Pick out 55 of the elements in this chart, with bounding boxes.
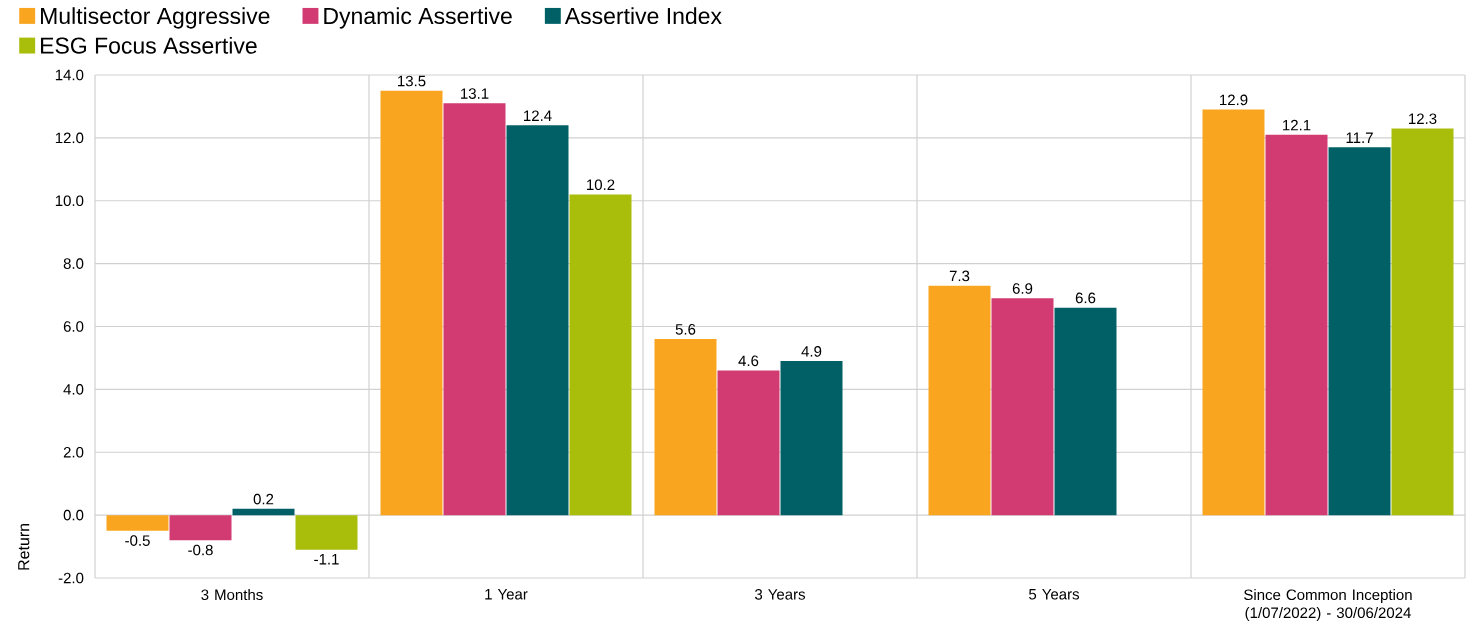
- bar: [654, 339, 717, 516]
- bar: [717, 370, 780, 516]
- data-label: 7.3: [949, 270, 970, 282]
- y-tick-label: 2.0: [63, 446, 84, 458]
- bar: [780, 361, 843, 516]
- bar: [232, 508, 295, 516]
- data-label: -0.8: [188, 544, 213, 556]
- data-label: 4.9: [801, 346, 822, 357]
- bar: [928, 285, 991, 516]
- bar: [169, 515, 232, 541]
- y-tick-label: 6.0: [63, 321, 84, 332]
- y-tick-label: -2.0: [58, 572, 84, 584]
- y-tick-label: 8.0: [63, 258, 84, 269]
- legend-label: Multisector Aggressive: [41, 7, 270, 29]
- bar: [380, 90, 443, 516]
- bar: [443, 103, 506, 516]
- bar: [1202, 109, 1265, 516]
- bar: [1391, 128, 1454, 516]
- y-tick-label: 4.0: [63, 384, 84, 395]
- bar: [1328, 147, 1391, 516]
- data-label: 6.9: [1012, 283, 1033, 294]
- y-tick-label: 14.0: [55, 69, 84, 81]
- data-label: 13.1: [461, 88, 489, 99]
- bar: [1265, 134, 1328, 516]
- legend-label: Assertive Index: [564, 7, 722, 25]
- x-tick-label: 3 Months: [201, 589, 263, 601]
- data-label: 6.6: [1075, 292, 1096, 304]
- data-label: 5.6: [675, 324, 696, 335]
- data-label: 13.5: [398, 75, 426, 87]
- legend-label: ESG Focus Assertive: [41, 36, 257, 54]
- bar: [106, 515, 169, 531]
- x-tick-label: 5 Years: [1029, 589, 1080, 600]
- bar: [569, 194, 632, 516]
- data-label: 12.4: [524, 110, 552, 121]
- data-label: 12.3: [1409, 113, 1437, 125]
- data-label: 10.2: [587, 179, 615, 191]
- data-label: 4.6: [738, 355, 759, 367]
- y-tick-label: 12.0: [55, 132, 84, 144]
- bar: [295, 515, 358, 550]
- data-label: 12.9: [1220, 94, 1248, 106]
- bar: [506, 125, 569, 516]
- y-axis-title: Return: [18, 523, 30, 570]
- y-tick-label: 10.0: [55, 195, 84, 207]
- bar: [1054, 307, 1117, 516]
- x-tick-label: Since Common Inception (1/07/2022) - 30/06/2024: [1244, 589, 1412, 622]
- data-label: 0.2: [253, 493, 274, 505]
- data-label: 11.7: [1346, 132, 1373, 143]
- x-tick-label: 3 Years: [754, 589, 806, 600]
- data-label: 12.1: [1283, 119, 1311, 131]
- legend-label: Dynamic Assertive: [324, 7, 512, 29]
- data-label: -0.5: [125, 535, 150, 546]
- data-label: -1.1: [314, 554, 339, 565]
- y-tick-label: 0.0: [63, 509, 84, 521]
- x-tick-label: 1 Year: [485, 589, 528, 600]
- bar: [991, 298, 1054, 516]
